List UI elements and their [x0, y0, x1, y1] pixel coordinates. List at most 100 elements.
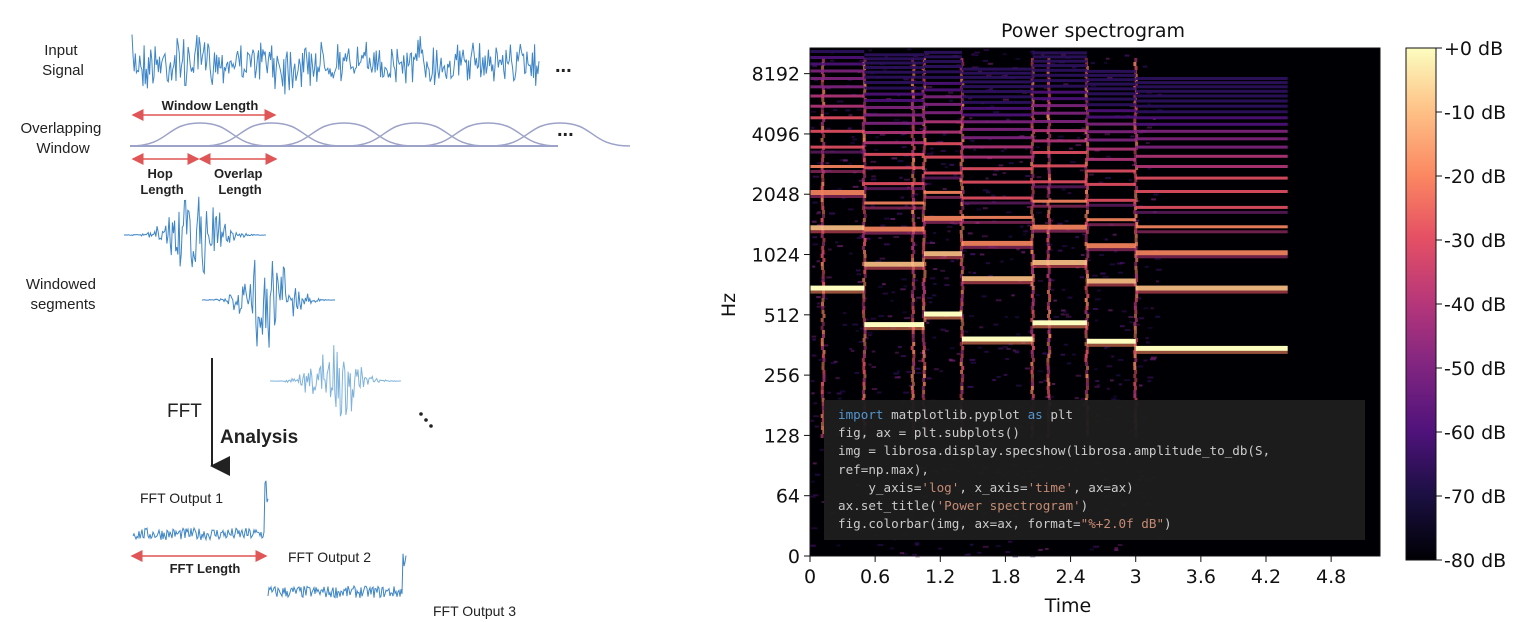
onset-streak: [911, 194, 915, 198]
onset-streak: [921, 154, 925, 158]
harmonic-band: [1086, 87, 1136, 91]
background-energy: [1045, 222, 1049, 224]
onset-streak: [862, 198, 866, 202]
onset-streak: [1085, 318, 1089, 322]
background-energy: [1024, 148, 1028, 150]
background-energy: [810, 544, 816, 547]
x-tick-label: 4.2: [1251, 566, 1281, 588]
onset-streak: [1084, 310, 1088, 314]
onset-streak: [1031, 158, 1034, 162]
onset-streak: [1133, 62, 1137, 66]
onset-streak: [961, 206, 965, 210]
background-energy: [878, 285, 883, 288]
background-energy: [860, 327, 864, 330]
background-energy: [823, 297, 828, 300]
onset-streak: [1047, 62, 1051, 66]
onset-streak: [1030, 326, 1034, 330]
onset-streak: [911, 150, 915, 154]
x-axis-label: Time: [1044, 595, 1092, 617]
onset-streak: [821, 306, 825, 310]
harmonic-band: [1135, 154, 1288, 158]
onset-streak: [1031, 182, 1035, 186]
colorbar-tick-label: -60 dB: [1444, 422, 1506, 444]
onset-streak: [1133, 350, 1137, 354]
background-energy: [938, 547, 942, 550]
background-energy: [811, 480, 815, 483]
onset-streak: [1134, 314, 1137, 318]
onset-streak: [1046, 238, 1050, 242]
onset-streak: [960, 318, 964, 322]
harmonic-halo: [962, 341, 1033, 345]
background-energy: [810, 495, 816, 498]
onset-streak: [822, 282, 826, 286]
segments-ellipsis-dots: [419, 412, 433, 428]
onset-streak: [1084, 390, 1088, 394]
background-energy: [969, 543, 974, 546]
input-signal-label: Input Signal: [42, 42, 84, 79]
onset-streak: [960, 186, 964, 190]
background-energy: [813, 494, 819, 497]
background-energy: [1048, 279, 1055, 282]
onset-streak: [911, 310, 915, 314]
onset-streak: [1030, 386, 1034, 390]
background-energy: [1128, 179, 1132, 182]
background-energy: [874, 149, 879, 151]
onset-streak: [1031, 266, 1034, 270]
background-energy: [935, 141, 939, 143]
onset-streak: [911, 334, 915, 338]
background-energy: [926, 321, 930, 324]
background-energy: [972, 271, 977, 274]
background-energy: [922, 105, 929, 108]
onset-streak: [1134, 242, 1138, 246]
onset-streak: [923, 126, 927, 130]
background-energy: [890, 299, 894, 302]
background-energy: [818, 358, 822, 361]
onset-streak: [911, 126, 915, 130]
onset-streak: [1030, 234, 1034, 238]
onset-streak: [1084, 342, 1088, 346]
onset-streak: [862, 294, 866, 298]
background-energy: [1023, 233, 1027, 236]
onset-streak: [861, 178, 865, 182]
onset-streak: [922, 286, 926, 290]
background-energy: [890, 218, 896, 220]
onset-streak: [912, 370, 915, 374]
onset-streak: [1133, 330, 1137, 334]
harmonic-band: [1135, 205, 1288, 209]
onset-streak: [923, 318, 927, 322]
onset-streak: [1133, 382, 1137, 386]
onset-streak: [1086, 226, 1090, 230]
onset-streak: [1030, 238, 1034, 242]
background-energy: [1023, 230, 1028, 233]
background-energy: [855, 269, 861, 272]
background-energy: [902, 120, 908, 123]
background-energy: [842, 197, 846, 200]
harmonic-band: [1086, 243, 1136, 249]
onset-streak: [863, 282, 867, 286]
background-energy: [847, 127, 852, 130]
background-energy: [811, 335, 817, 338]
onset-streak: [1134, 262, 1138, 266]
onset-streak: [1134, 58, 1138, 62]
background-energy: [810, 419, 814, 422]
onset-streak: [820, 110, 824, 114]
onset-streak: [961, 190, 965, 194]
background-energy: [949, 163, 955, 166]
harmonic-band: [864, 86, 924, 90]
background-energy: [875, 136, 879, 139]
onset-streak: [1133, 362, 1137, 366]
onset-streak: [1085, 290, 1089, 294]
harmonic-band: [810, 145, 865, 149]
background-energy: [868, 49, 872, 52]
harmonic-band: [1135, 122, 1288, 126]
onset-streak: [922, 350, 926, 354]
onset-streak: [959, 86, 963, 90]
background-energy: [1076, 136, 1081, 139]
background-energy: [916, 296, 921, 299]
background-energy: [858, 341, 864, 343]
onset-streak: [820, 318, 824, 322]
harmonic-band: [1032, 51, 1087, 55]
onset-streak: [820, 222, 824, 226]
background-energy: [1151, 198, 1156, 201]
background-energy: [852, 185, 859, 188]
